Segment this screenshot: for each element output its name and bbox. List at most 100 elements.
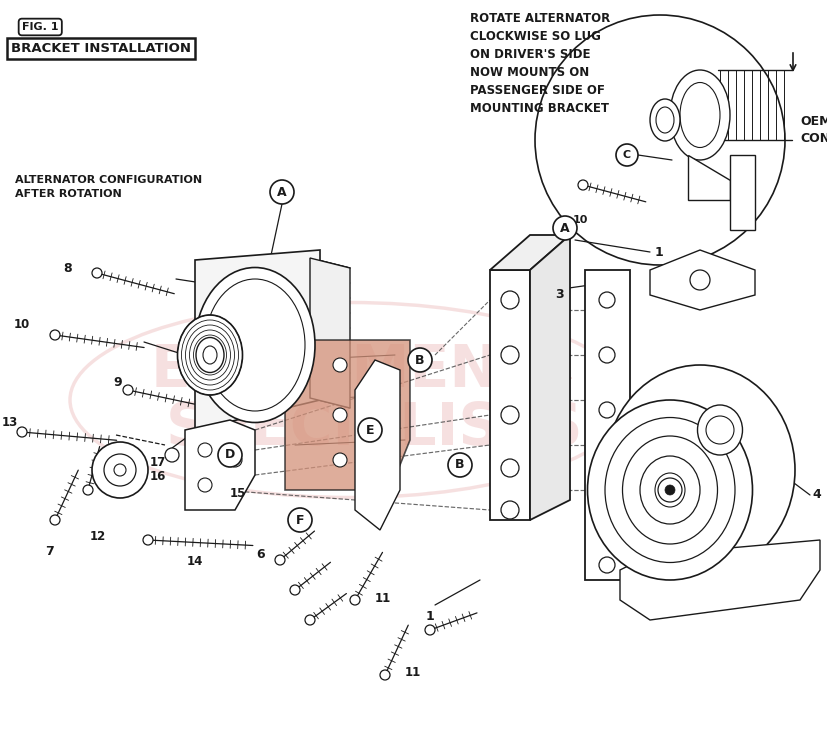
Text: 16: 16 — [150, 471, 166, 483]
Text: 11: 11 — [405, 665, 421, 678]
Circle shape — [690, 270, 710, 290]
Circle shape — [114, 464, 126, 476]
Ellipse shape — [178, 315, 242, 395]
Text: 13: 13 — [2, 415, 18, 428]
Polygon shape — [185, 420, 255, 510]
Text: 10: 10 — [572, 215, 588, 225]
Text: 12: 12 — [90, 530, 106, 543]
Circle shape — [501, 459, 519, 477]
Text: 6: 6 — [256, 548, 265, 561]
Ellipse shape — [605, 365, 795, 575]
Text: 10: 10 — [14, 319, 30, 331]
Polygon shape — [490, 270, 530, 520]
Circle shape — [333, 358, 347, 372]
Text: 4: 4 — [812, 488, 820, 501]
Circle shape — [599, 557, 615, 573]
Text: 11: 11 — [375, 591, 391, 605]
Text: B: B — [455, 458, 465, 471]
Circle shape — [501, 291, 519, 309]
Polygon shape — [530, 235, 570, 520]
Text: D: D — [225, 449, 235, 461]
Circle shape — [425, 625, 435, 635]
Circle shape — [501, 346, 519, 364]
Circle shape — [228, 453, 242, 467]
Text: FIG. 1: FIG. 1 — [22, 22, 59, 32]
Ellipse shape — [203, 346, 217, 364]
Ellipse shape — [650, 99, 680, 141]
Circle shape — [578, 180, 588, 190]
Text: C: C — [623, 150, 631, 160]
Polygon shape — [650, 250, 755, 310]
Circle shape — [553, 216, 577, 240]
Circle shape — [198, 443, 212, 457]
Circle shape — [165, 448, 179, 462]
Text: ALTERNATOR CONFIGURATION
AFTER ROTATION: ALTERNATOR CONFIGURATION AFTER ROTATION — [15, 175, 202, 199]
Text: F: F — [296, 513, 304, 526]
Text: 8: 8 — [64, 262, 72, 275]
Ellipse shape — [605, 417, 735, 562]
Text: A: A — [560, 221, 570, 235]
Polygon shape — [285, 340, 410, 490]
Circle shape — [408, 348, 432, 372]
Circle shape — [380, 670, 390, 680]
Text: E: E — [366, 423, 375, 436]
Polygon shape — [195, 250, 320, 430]
Text: SPECIALISTS: SPECIALISTS — [166, 400, 584, 456]
Polygon shape — [620, 540, 820, 620]
Circle shape — [333, 453, 347, 467]
Text: 1: 1 — [655, 246, 664, 259]
Circle shape — [275, 555, 285, 565]
Text: 14: 14 — [187, 555, 203, 568]
Text: 17: 17 — [150, 455, 166, 469]
Circle shape — [599, 512, 615, 528]
Circle shape — [501, 501, 519, 519]
Text: BRACKET INSTALLATION: BRACKET INSTALLATION — [11, 42, 191, 55]
Polygon shape — [585, 270, 630, 580]
Circle shape — [448, 453, 472, 477]
Circle shape — [92, 442, 148, 498]
Text: EQUIPMENT: EQUIPMENT — [151, 341, 539, 398]
Circle shape — [535, 15, 785, 265]
Text: ROTATE ALTERNATOR
CLOCKWISE SO LUG
ON DRIVER'S SIDE
NOW MOUNTS ON
PASSENGER SIDE: ROTATE ALTERNATOR CLOCKWISE SO LUG ON DR… — [470, 12, 610, 115]
Circle shape — [501, 406, 519, 424]
Circle shape — [333, 408, 347, 422]
Circle shape — [665, 485, 675, 495]
Ellipse shape — [697, 405, 743, 455]
Text: B: B — [415, 354, 425, 366]
Ellipse shape — [623, 436, 718, 544]
Circle shape — [270, 180, 294, 204]
Circle shape — [290, 585, 300, 595]
Text: 7: 7 — [45, 545, 55, 558]
Text: OEM
CONFIG.: OEM CONFIG. — [800, 115, 827, 145]
Circle shape — [599, 292, 615, 308]
Ellipse shape — [655, 473, 685, 507]
Polygon shape — [355, 360, 400, 530]
Circle shape — [104, 454, 136, 486]
Ellipse shape — [670, 70, 730, 160]
Circle shape — [83, 485, 93, 495]
Ellipse shape — [640, 456, 700, 524]
Circle shape — [658, 478, 682, 502]
Polygon shape — [490, 235, 570, 270]
Ellipse shape — [205, 279, 305, 411]
Circle shape — [599, 457, 615, 473]
Circle shape — [50, 330, 60, 340]
Circle shape — [50, 515, 60, 525]
Ellipse shape — [656, 107, 674, 133]
Polygon shape — [730, 155, 755, 230]
Text: A: A — [277, 186, 287, 199]
Text: 15: 15 — [230, 487, 246, 500]
Circle shape — [123, 385, 133, 395]
Text: 1: 1 — [426, 610, 434, 623]
Text: 3: 3 — [556, 289, 564, 301]
Circle shape — [350, 595, 360, 605]
Circle shape — [599, 347, 615, 363]
Circle shape — [92, 268, 102, 278]
Ellipse shape — [196, 338, 224, 373]
Circle shape — [17, 427, 27, 437]
Ellipse shape — [195, 268, 315, 423]
Polygon shape — [688, 155, 730, 200]
Circle shape — [218, 443, 242, 467]
Circle shape — [616, 144, 638, 166]
Circle shape — [143, 535, 153, 545]
